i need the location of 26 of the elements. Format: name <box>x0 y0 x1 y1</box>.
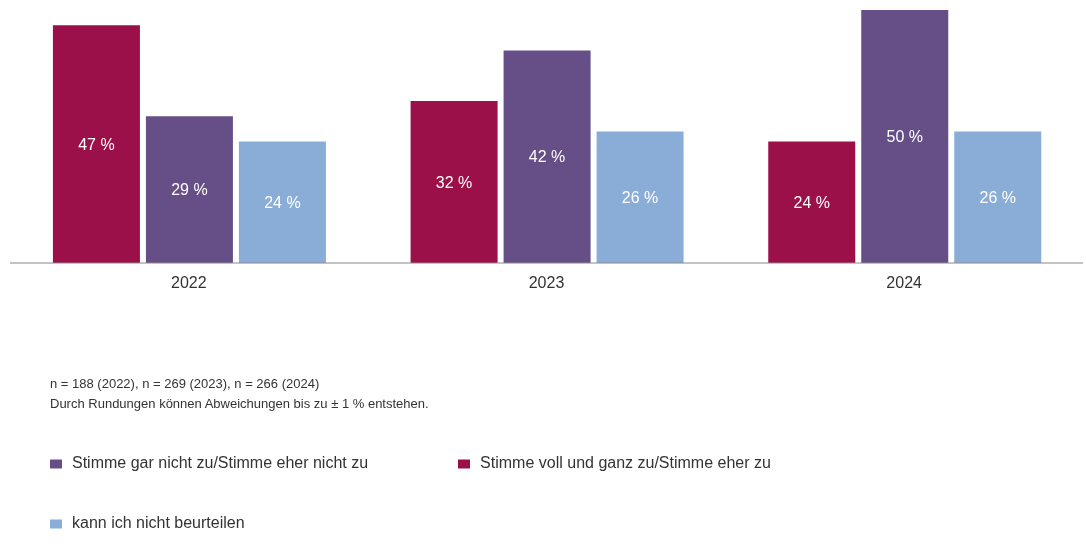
bar <box>503 50 591 263</box>
data-label: 26 % <box>979 188 1016 206</box>
bar <box>145 116 233 263</box>
data-label: 24 % <box>793 193 830 211</box>
bar <box>861 10 949 263</box>
data-label: 47 % <box>78 135 115 153</box>
bar <box>954 131 1042 263</box>
x-tick-label: 2024 <box>886 274 923 292</box>
data-label: 29 % <box>171 181 208 199</box>
bar <box>238 141 326 263</box>
legend-label: Stimme voll und ganz zu/Stimme eher zu <box>480 454 771 471</box>
text: n = 188 (2022), n = 269 (2023), n = 266 (2024) <box>50 375 321 393</box>
bar <box>596 131 684 263</box>
legend-label: kann ich nicht beurteilen <box>72 514 245 531</box>
data-label: 50 % <box>886 128 923 146</box>
bar <box>410 101 498 263</box>
legend-label: Stimme gar nicht zu/Stimme eher nicht zu <box>72 454 369 471</box>
bar <box>768 141 856 263</box>
bar <box>52 25 140 263</box>
data-label: 32 % <box>435 173 473 191</box>
data-label: 42 % <box>528 148 566 166</box>
data-label: 26 % <box>621 188 659 206</box>
data-label: 24 % <box>264 193 301 211</box>
text: Durch Rundungen können Abweichungen bis zu ± 1 % entstehen. <box>50 395 429 413</box>
x-tick-label: 2023 <box>528 274 565 292</box>
x-tick-label: 2022 <box>171 274 207 292</box>
